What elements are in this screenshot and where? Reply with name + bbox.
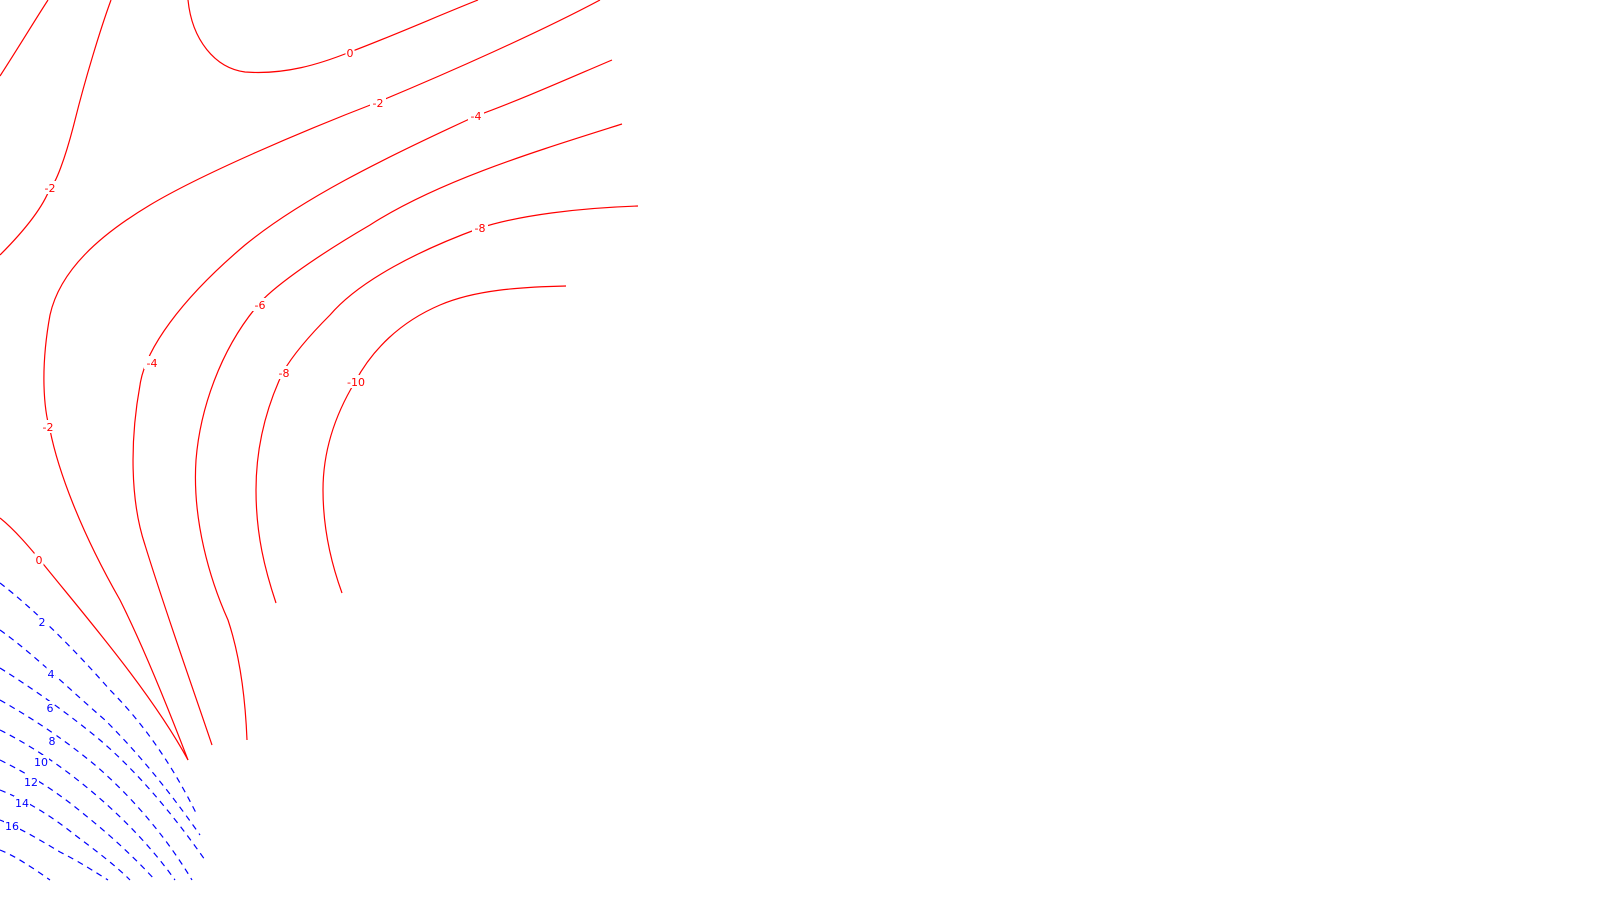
contour-label: -4 xyxy=(471,110,482,123)
contour-line-neg10-5 xyxy=(322,285,567,594)
contour-label: -2 xyxy=(45,182,56,195)
contour-label: -2 xyxy=(43,421,54,434)
contour-label-bg xyxy=(144,356,160,369)
contour-label: 4 xyxy=(48,668,55,681)
contour-label-bg xyxy=(47,734,57,747)
contour-label-bg xyxy=(14,796,30,809)
contour-label-bg xyxy=(468,109,484,122)
contour-label: -8 xyxy=(475,222,486,235)
contour-label: 0 xyxy=(36,554,43,567)
contour-line-8-12 xyxy=(0,699,193,881)
contour-label-bg xyxy=(33,755,49,768)
contour-label: 16 xyxy=(5,820,19,833)
contour-label-bg xyxy=(45,701,55,714)
contour-line-0-0 xyxy=(187,0,479,74)
contour-line-2-9 xyxy=(0,582,198,816)
contour-label-bg xyxy=(46,667,56,680)
contour-label: 14 xyxy=(15,797,29,810)
contour-label: 2 xyxy=(39,616,46,629)
contour-line-neg2-6 xyxy=(0,0,112,256)
contour-label: -8 xyxy=(279,367,290,380)
contour-label: 12 xyxy=(24,776,38,789)
contour-line-neg8-4 xyxy=(255,205,639,604)
contour-label-bg xyxy=(252,298,268,311)
contour-line-neg4-2 xyxy=(132,59,613,746)
contour-label: 10 xyxy=(34,756,48,769)
contour-label-bg xyxy=(34,553,44,566)
contour-label-bg xyxy=(42,181,58,194)
contour-line-0-8 xyxy=(0,517,189,761)
contour-line-16-17 xyxy=(0,849,51,881)
contour-labels: 0 -2 -4 -2 -6 -8 -4 -8 -10 -2 0 2 4 6 810 12 14 16 xyxy=(4,46,488,833)
contour-label: 8 xyxy=(49,735,56,748)
contour-line-0-7 xyxy=(0,0,49,77)
contour-line-neg6-3 xyxy=(194,123,623,741)
contour-label-bg xyxy=(23,775,39,788)
contour-label-bg xyxy=(344,375,368,388)
contour-line-6-11 xyxy=(0,667,206,861)
contour-label: -4 xyxy=(147,357,158,370)
contour-label-bg xyxy=(345,46,355,59)
contour-label-bg xyxy=(40,420,56,433)
contour-label-bg xyxy=(276,366,292,379)
contour-line-12-14 xyxy=(0,759,156,881)
contour-label-bg xyxy=(4,819,20,832)
contour-lines xyxy=(0,0,639,881)
contour-label: 0 xyxy=(347,47,354,60)
contour-label-bg xyxy=(370,96,386,109)
contour-label: -2 xyxy=(373,97,384,110)
contour-line-neg2-1 xyxy=(43,0,601,761)
contour-label: -6 xyxy=(255,299,266,312)
contour-line-16-16 xyxy=(0,819,109,881)
contour-label-bg xyxy=(37,615,47,628)
contour-label: -10 xyxy=(347,376,365,389)
contour-label: 6 xyxy=(47,702,54,715)
contour-label-bg xyxy=(472,221,488,234)
